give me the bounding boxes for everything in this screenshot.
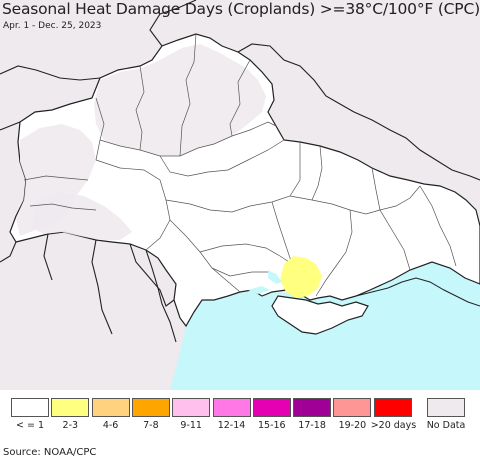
legend-label-3: 4-6 (102, 420, 119, 431)
legend: < = 1 2-3 4-6 7-8 9-11 12-14 15-16 17-18 19-20 >2… (0, 396, 480, 436)
sea-of-azov-coast (355, 277, 480, 307)
country-borders (0, 0, 480, 343)
legend-label-10: >20 days (370, 420, 417, 431)
legend-label-1: < = 1 (15, 420, 44, 431)
legend-swatch-no-data (427, 398, 465, 417)
no-data-north (94, 44, 266, 156)
legend-swatch-9 (333, 398, 372, 417)
legend-label-8: 17-18 (298, 420, 326, 431)
legend-label-7: 15-16 (257, 420, 286, 431)
legend-swatch-10 (373, 398, 412, 417)
no-data-west-south (32, 192, 132, 240)
legend-label-5: 9-11 (180, 420, 202, 431)
legend-swatch-4 (131, 398, 170, 417)
heat-2-3-days-area (280, 256, 322, 298)
legend-label-6: 12-14 (217, 420, 246, 431)
legend-swatch-3 (91, 398, 130, 417)
map-date-range: Apr. 1 - Dec. 25, 2023 (3, 21, 102, 31)
crimea (271, 295, 369, 335)
legend-swatch-7 (252, 398, 291, 417)
legend-label-no-data: No Data (426, 420, 466, 431)
dnieper-reservoir (268, 270, 282, 284)
legend-label-9: 19-20 (338, 420, 367, 431)
legend-swatch-8 (293, 398, 332, 417)
dnieper-estuary (248, 286, 270, 294)
map-title: Seasonal Heat Damage Days (Croplands) >=… (2, 0, 480, 18)
legend-label-4: 7-8 (143, 420, 159, 431)
legend-swatch-2 (51, 398, 90, 417)
legend-swatch-5 (172, 398, 211, 417)
legend-swatch-6 (212, 398, 251, 417)
map-area (0, 0, 480, 390)
legend-label-2: 2-3 (62, 420, 79, 431)
legend-swatch-1 (11, 398, 49, 417)
source-credit: Source: NOAA/CPC (3, 447, 97, 458)
ukraine-map (0, 0, 480, 390)
